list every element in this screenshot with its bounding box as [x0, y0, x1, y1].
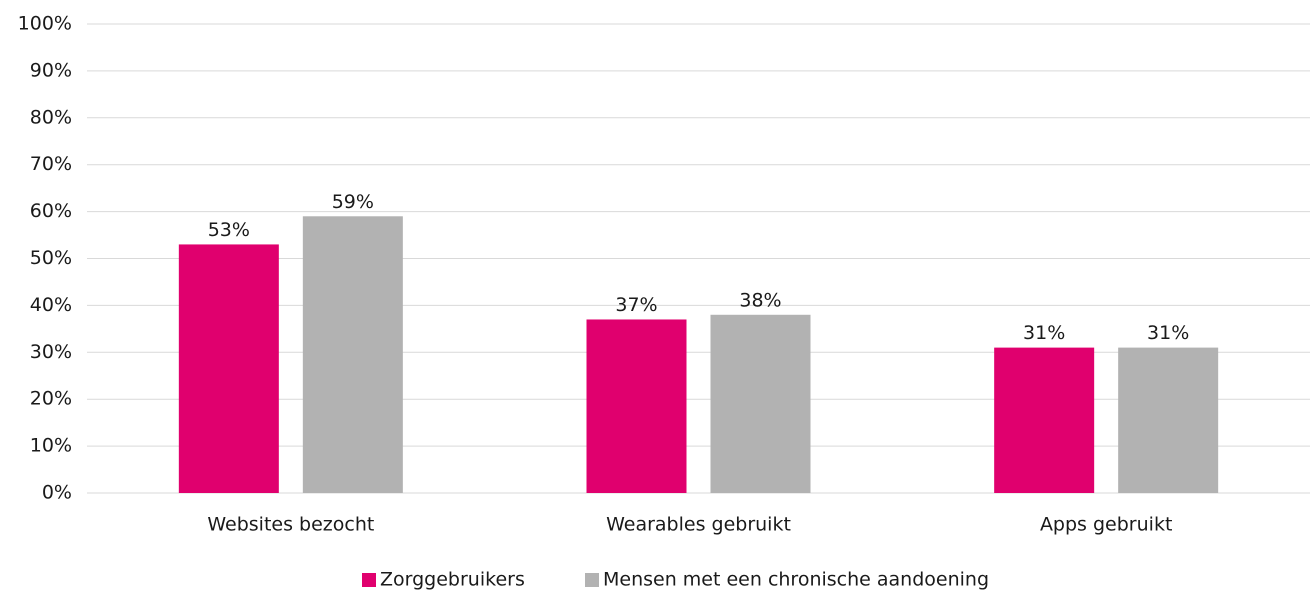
- bar: [178, 244, 279, 493]
- value-label: 31%: [1147, 322, 1189, 344]
- value-label: 38%: [739, 289, 781, 311]
- bar: [586, 319, 687, 493]
- y-tick-label: 70%: [30, 153, 72, 175]
- bar: [994, 347, 1095, 493]
- value-label: 37%: [615, 294, 657, 316]
- y-tick-label: 90%: [30, 59, 72, 81]
- y-tick-label: 40%: [30, 294, 72, 316]
- bar: [302, 216, 403, 494]
- y-tick-label: 60%: [30, 200, 72, 222]
- y-tick-label: 80%: [30, 106, 72, 128]
- legend-label: Zorggebruikers: [380, 569, 525, 591]
- x-tick-label: Websites bezocht: [207, 514, 374, 536]
- y-tick-label: 20%: [30, 388, 72, 410]
- legend-swatch: [585, 573, 599, 587]
- value-label: 53%: [208, 219, 250, 241]
- value-label: 31%: [1023, 322, 1065, 344]
- y-tick-label: 0%: [42, 482, 72, 504]
- y-tick-label: 50%: [30, 247, 72, 269]
- bar: [710, 314, 811, 493]
- value-label: 59%: [332, 191, 374, 213]
- y-tick-label: 10%: [30, 435, 72, 457]
- x-tick-label: Apps gebruikt: [1040, 514, 1172, 536]
- legend-swatch: [362, 573, 376, 587]
- bar: [1118, 347, 1219, 493]
- y-tick-label: 30%: [30, 341, 72, 363]
- x-tick-label: Wearables gebruikt: [606, 514, 791, 536]
- legend-label: Mensen met een chronische aandoening: [603, 569, 989, 591]
- y-tick-label: 100%: [18, 13, 72, 35]
